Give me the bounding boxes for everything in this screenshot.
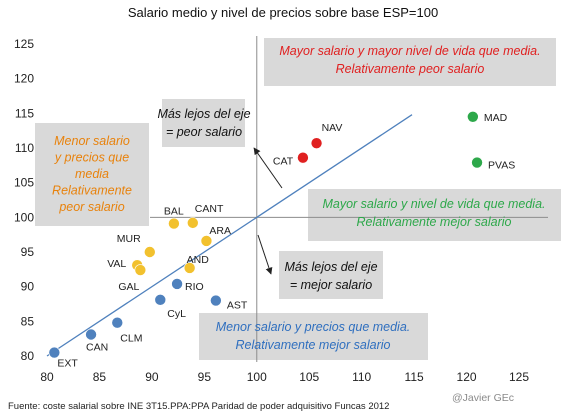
point-label-mad: MAD — [484, 112, 508, 124]
point-labels: EXT CAN CLM CyL RIO AST VAL GAL MUR AND BAL CANT ARA… — [57, 112, 515, 370]
point-label-pvas: PVAS — [488, 160, 515, 172]
point-label-ara: ARA — [209, 225, 231, 237]
point-label-cat: CAT — [273, 156, 294, 168]
point-label-ast: AST — [227, 300, 248, 312]
annotation-boxes — [35, 38, 561, 360]
x-tick-label: 90 — [145, 370, 159, 384]
annotation-line: Mayor salario y mayor nivel de vida que … — [279, 44, 540, 58]
x-tick-label: 85 — [93, 370, 107, 384]
annotation-line: peor salario — [58, 200, 124, 214]
y-tick-label: 110 — [15, 141, 34, 155]
y-tick-label: 90 — [21, 280, 35, 294]
annotation-text-top: Mayor salario y mayor nivel de vida que … — [279, 44, 540, 76]
y-tick-label: 115 — [15, 106, 34, 120]
annotation-text-lower-mid: Más lejos del eje = mejor salario — [284, 260, 377, 292]
y-tick-label: 125 — [14, 37, 34, 51]
y-tick-label: 85 — [21, 314, 35, 328]
annotation-box-bottom — [199, 313, 428, 360]
annotation-line: Relativamente — [52, 184, 132, 198]
arrows — [253, 147, 283, 275]
x-tick-label: 115 — [405, 370, 424, 384]
annotation-line: Relativamente peor salario — [336, 62, 485, 76]
point-label-can: CAN — [86, 342, 108, 354]
annotation-text-left: Menor salario y precios que media Relativam… — [52, 134, 132, 214]
point-label-cyl: CyL — [167, 308, 186, 320]
point-label-ext: EXT — [57, 358, 78, 370]
data-point-mur — [143, 246, 156, 258]
annotation-box-right — [308, 189, 561, 241]
annotation-box-upper-mid — [162, 99, 245, 147]
annotation-line: Más lejos del eje — [157, 107, 250, 121]
y-tick-label: 105 — [14, 176, 34, 190]
point-label-bal: BAL — [164, 206, 184, 218]
data-point-gal — [134, 264, 147, 276]
tick-labels: 80 85 90 95 100 105 110 115 120 125 80 85 90 95 100 105… — [14, 37, 529, 384]
arrow-up-left — [253, 147, 283, 189]
data-point-cyl — [154, 294, 167, 306]
y-tick-label: 120 — [14, 72, 34, 86]
x-tick-label: 80 — [40, 370, 54, 384]
annotation-text-right: Mayor salario y nivel de vida que media.… — [322, 197, 545, 229]
data-point-nav — [310, 137, 323, 149]
annotation-texts: Mayor salario y mayor nivel de vida que … — [52, 44, 545, 352]
annotation-line: Menor salario y precios que media. — [216, 320, 411, 334]
data-point-mad — [467, 111, 479, 123]
x-tick-label: 110 — [352, 370, 371, 384]
annotation-line: y precios que — [54, 151, 129, 165]
diagonal-line — [46, 114, 413, 357]
annotation-box-lower-mid — [279, 251, 383, 299]
annotation-line: = peor salario — [166, 125, 242, 139]
data-points — [48, 111, 483, 359]
data-point-cat — [297, 151, 309, 164]
annotation-box-left — [35, 123, 149, 226]
x-tick-label: 120 — [457, 370, 477, 384]
data-point-ara — [200, 235, 213, 247]
source-footer: Fuente: coste salarial sobre INE 3T15.PP… — [8, 401, 389, 412]
point-label-gal: GAL — [118, 281, 139, 293]
arrow-down-right — [257, 234, 273, 275]
data-point-can — [85, 328, 97, 341]
annotation-line: Más lejos del eje — [284, 260, 377, 274]
x-tick-label: 100 — [247, 370, 267, 384]
annotation-line: Relativamente mejor salario — [236, 338, 391, 352]
annotation-text-upper-mid: Más lejos del eje = peor salario — [157, 107, 250, 139]
annotation-line: Menor salario — [54, 134, 130, 148]
data-point-pvas — [471, 156, 483, 169]
point-label-nav: NAV — [322, 122, 343, 134]
reference-lines — [46, 36, 548, 362]
y-tick-label: 95 — [21, 245, 35, 259]
data-point-ext — [48, 346, 61, 359]
chart-title: Salario medio y nivel de precios sobre b… — [128, 5, 438, 20]
x-tick-label: 125 — [509, 370, 529, 384]
annotation-line: media — [75, 167, 109, 181]
point-label-and: AND — [187, 254, 210, 266]
data-point-rio — [171, 278, 183, 290]
author-credit: @Javier GEc — [452, 392, 514, 404]
data-point-clm — [111, 316, 124, 329]
y-tick-label: 80 — [21, 349, 35, 363]
annotation-line: = mejor salario — [290, 278, 372, 292]
data-point-and — [183, 262, 196, 274]
y-tick-label: 100 — [14, 210, 34, 224]
point-label-mur: MUR — [117, 233, 141, 245]
x-tick-label: 105 — [299, 370, 319, 384]
annotation-line: Mayor salario y nivel de vida que media. — [322, 197, 545, 211]
annotation-box-top — [264, 38, 556, 86]
annotation-text-bottom: Menor salario y precios que media. Relati… — [216, 320, 411, 352]
annotation-line: Relativamente mejor salario — [357, 215, 512, 229]
data-point-cant — [186, 217, 199, 229]
point-label-rio: RIO — [185, 281, 204, 293]
x-tick-label: 95 — [198, 370, 212, 384]
data-point-bal — [168, 217, 180, 230]
point-label-clm: CLM — [120, 333, 142, 345]
point-label-cant: CANT — [195, 203, 224, 215]
data-point-ast — [210, 294, 222, 307]
point-label-val: VAL — [107, 258, 126, 270]
